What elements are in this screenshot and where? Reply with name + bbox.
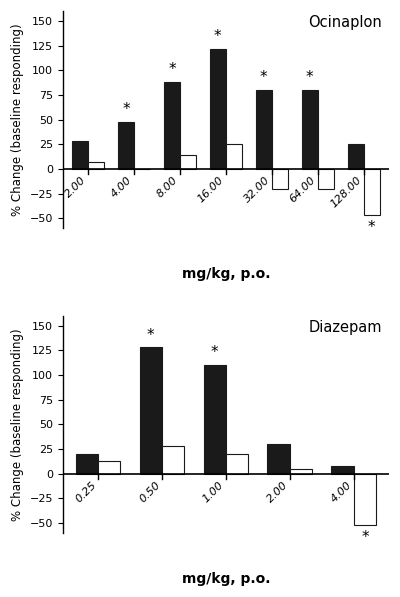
Y-axis label: % Change (baseline responding): % Change (baseline responding) bbox=[11, 328, 24, 521]
Bar bbox=[256, 90, 272, 169]
X-axis label: mg/kg, p.o.: mg/kg, p.o. bbox=[182, 572, 270, 586]
Bar bbox=[98, 461, 120, 474]
Bar bbox=[76, 454, 98, 474]
Bar bbox=[180, 155, 196, 169]
Bar bbox=[268, 444, 290, 474]
Text: *: * bbox=[361, 530, 369, 545]
Text: 0.50: 0.50 bbox=[137, 480, 162, 504]
Text: *: * bbox=[122, 101, 130, 117]
Bar bbox=[272, 169, 288, 189]
Y-axis label: % Change (baseline responding): % Change (baseline responding) bbox=[11, 23, 24, 216]
Bar bbox=[88, 162, 104, 169]
Text: 1.00: 1.00 bbox=[201, 480, 226, 504]
Bar bbox=[364, 169, 380, 216]
Bar bbox=[118, 122, 134, 169]
Text: 2.00: 2.00 bbox=[64, 175, 88, 199]
Bar bbox=[354, 474, 376, 525]
Text: 4.00: 4.00 bbox=[329, 480, 354, 504]
Text: 4.00: 4.00 bbox=[109, 175, 134, 199]
Bar bbox=[318, 169, 334, 189]
Text: 0.25: 0.25 bbox=[73, 480, 98, 504]
Text: 128.00: 128.00 bbox=[329, 175, 364, 210]
Bar bbox=[331, 466, 354, 474]
X-axis label: mg/kg, p.o.: mg/kg, p.o. bbox=[182, 267, 270, 281]
Bar bbox=[72, 141, 88, 169]
Text: 2.00: 2.00 bbox=[265, 480, 290, 504]
Bar bbox=[226, 144, 242, 169]
Text: *: * bbox=[260, 70, 268, 85]
Bar bbox=[210, 48, 226, 169]
Bar bbox=[302, 90, 318, 169]
Text: *: * bbox=[306, 70, 314, 85]
Bar bbox=[290, 469, 312, 474]
Text: 64.00: 64.00 bbox=[288, 175, 318, 205]
Text: *: * bbox=[147, 328, 154, 343]
Bar bbox=[204, 365, 226, 474]
Bar bbox=[164, 82, 180, 169]
Text: Diazepam: Diazepam bbox=[309, 320, 382, 335]
Bar bbox=[348, 144, 364, 169]
Text: 16.00: 16.00 bbox=[196, 175, 226, 205]
Text: Ocinaplon: Ocinaplon bbox=[309, 16, 382, 30]
Text: *: * bbox=[368, 220, 376, 235]
Text: *: * bbox=[168, 62, 176, 77]
Text: 8.00: 8.00 bbox=[155, 175, 180, 199]
Text: *: * bbox=[214, 29, 222, 44]
Bar bbox=[162, 446, 184, 474]
Text: 32.00: 32.00 bbox=[242, 175, 272, 205]
Bar bbox=[226, 454, 248, 474]
Bar bbox=[140, 347, 162, 474]
Text: *: * bbox=[211, 345, 218, 360]
